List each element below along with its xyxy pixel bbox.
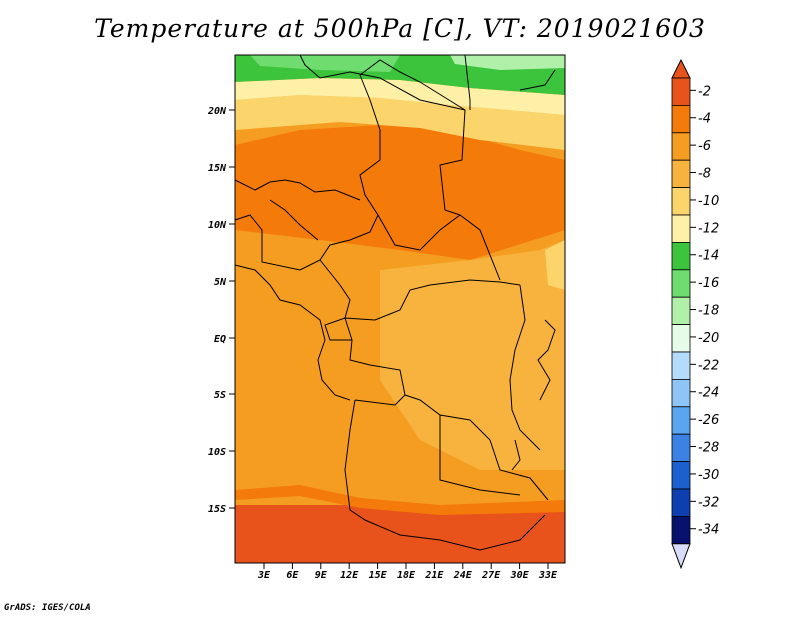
colorbar-swatch [671, 187, 691, 216]
colorbar-label: -10 [698, 194, 719, 209]
colorbar: -2 -4 -6 -8 -10 -12 -14 -16 -18 -20 -22 -24 -26 -28 -3… [671, 58, 719, 570]
colorbar-label: -28 [698, 441, 719, 456]
colorbar-label: -32 [698, 495, 719, 510]
field-yellow-east [545, 240, 565, 290]
axes: 20N 15N 10N 5N EQ 5S 10S 15S 3E 6E 9E 12E 15E 18E 21E 2… [207, 106, 558, 581]
lon-label: 15E [369, 570, 388, 581]
colorbar-label: -26 [698, 413, 719, 428]
field-green-pale-north [450, 55, 565, 70]
field-cream-north [235, 78, 565, 115]
colorbar-swatch [671, 433, 691, 463]
colorbar-label: -18 [698, 304, 719, 319]
field-yellow-north [235, 95, 565, 150]
country-borders [234, 54, 556, 551]
field-south-band [235, 485, 565, 515]
colorbar-swatch [671, 77, 691, 106]
lon-label: 24E [453, 570, 473, 581]
colorbar-label: -30 [698, 468, 719, 483]
colorbar-label: -8 [698, 167, 711, 182]
lon-label: 3E [257, 570, 271, 581]
colorbar-swatch [671, 488, 691, 517]
colorbar-label: -6 [698, 139, 711, 154]
colorbar-label: -24 [698, 386, 719, 401]
colorbar-label: -2 [698, 84, 711, 99]
colorbar-swatch [671, 406, 691, 435]
colorbar-label: -4 [698, 112, 711, 127]
colorbar-swatch [671, 351, 691, 380]
colorbar-swatch [671, 516, 691, 545]
lon-label: 33E [538, 570, 558, 581]
colorbar-swatch [671, 461, 691, 490]
field-light-orange-east [380, 240, 565, 470]
colorbar-label: -16 [698, 276, 719, 291]
lat-label: 15N [208, 163, 227, 174]
colorbar-swatch [671, 214, 691, 243]
colorbar-label: -22 [698, 358, 719, 373]
colorbar-label: -14 [698, 249, 719, 264]
map-title: Temperature at 500hPa [C], VT: 201902160… [94, 14, 706, 43]
colorbar-swatch [671, 269, 691, 298]
colorbar-swatch [671, 105, 691, 134]
field-warm-south [235, 505, 565, 563]
colorbar-swatch [671, 324, 691, 353]
field-orange-mid [235, 125, 565, 260]
colorbar-swatch [671, 132, 691, 161]
grads-credit: GrADS: IGES/COLA [4, 603, 91, 613]
colorbar-swatch [671, 296, 691, 326]
colorbar-swatch [671, 159, 691, 188]
lon-label: 27E [481, 570, 501, 581]
colorbar-top-arrow [671, 58, 691, 79]
lat-label: EQ [214, 334, 226, 345]
colorbar-swatch [671, 378, 691, 408]
colorbar-bottom-arrow [671, 543, 691, 570]
lon-label: 12E [340, 570, 359, 581]
plot-frame [234, 54, 566, 564]
lon-label: 30E [510, 570, 530, 581]
colorbar-label: -12 [698, 221, 719, 236]
plot-area [234, 54, 566, 564]
lat-label: 15S [208, 504, 226, 515]
lat-label: 10N [208, 220, 227, 231]
lat-label: 5S [214, 390, 226, 401]
lat-label: 5N [214, 277, 227, 288]
colorbar-label: -20 [698, 331, 719, 346]
lon-label: 21E [424, 570, 444, 581]
lon-label: 18E [397, 570, 416, 581]
field-green-light-north [250, 55, 400, 72]
lat-label: 10S [208, 447, 226, 458]
colorbar-swatch [671, 241, 691, 271]
colorbar-label: -34 [698, 523, 719, 538]
lon-label: 6E [286, 570, 299, 581]
lat-label: 20N [207, 106, 227, 117]
lon-label: 9E [315, 570, 328, 581]
